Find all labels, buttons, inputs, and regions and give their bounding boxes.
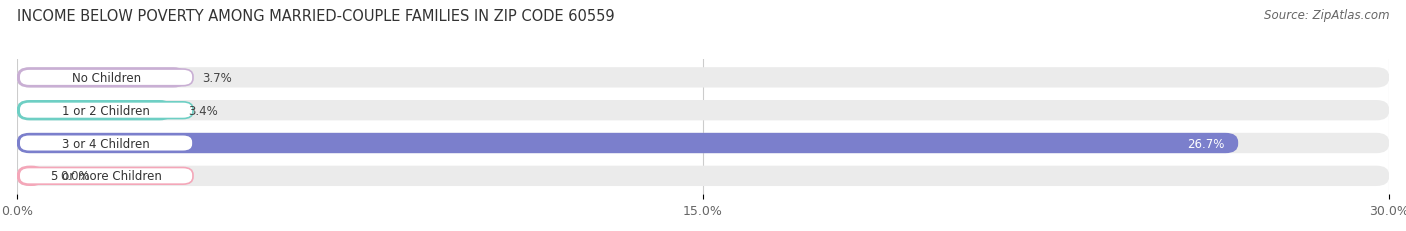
FancyBboxPatch shape [17,100,173,121]
FancyBboxPatch shape [20,135,193,152]
FancyBboxPatch shape [20,168,193,184]
FancyBboxPatch shape [17,133,1389,154]
Text: Source: ZipAtlas.com: Source: ZipAtlas.com [1264,9,1389,22]
FancyBboxPatch shape [17,68,186,88]
Text: 3.7%: 3.7% [202,72,232,85]
Text: 3.4%: 3.4% [188,104,218,117]
Text: 5 or more Children: 5 or more Children [51,170,162,182]
Text: 0.0%: 0.0% [60,170,90,182]
FancyBboxPatch shape [17,166,1389,186]
FancyBboxPatch shape [20,102,193,119]
FancyBboxPatch shape [17,100,1389,121]
Text: 26.7%: 26.7% [1187,137,1225,150]
Text: No Children: No Children [72,72,141,85]
FancyBboxPatch shape [17,68,1389,88]
Text: INCOME BELOW POVERTY AMONG MARRIED-COUPLE FAMILIES IN ZIP CODE 60559: INCOME BELOW POVERTY AMONG MARRIED-COUPL… [17,9,614,24]
Text: 3 or 4 Children: 3 or 4 Children [62,137,150,150]
FancyBboxPatch shape [17,166,45,186]
Text: 1 or 2 Children: 1 or 2 Children [62,104,150,117]
FancyBboxPatch shape [20,70,193,86]
FancyBboxPatch shape [17,133,1239,154]
